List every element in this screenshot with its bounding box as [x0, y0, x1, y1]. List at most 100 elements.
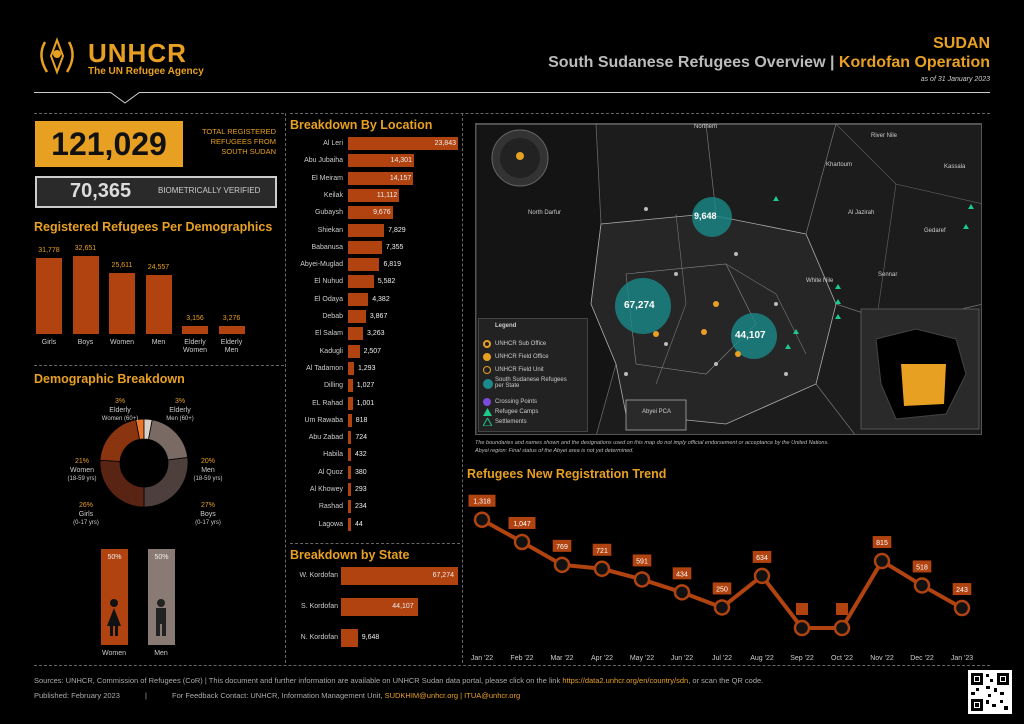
footer-sources: Sources: UNHCR, Commission of Refugees (… [34, 676, 764, 685]
map-bubble [615, 278, 671, 334]
logo-subtitle: The UN Refugee Agency [88, 66, 204, 77]
state-bar [341, 629, 358, 647]
location-value: 14,157 [389, 174, 412, 182]
trend-label-bg [672, 567, 692, 580]
verified-count: 70,365 [70, 180, 132, 202]
location-name: Al Leri [323, 140, 343, 147]
slice-pct: 20% [200, 458, 215, 465]
breakdown-title: Demographic Breakdown [34, 372, 185, 386]
location-bar [348, 431, 352, 445]
report-date: as of 31 January 2023 [920, 76, 990, 83]
divider [34, 365, 284, 366]
trend-point [753, 567, 771, 585]
location-name: Al Tadamon [306, 364, 343, 372]
trend-tick-label: Aug '22 [750, 655, 774, 662]
trend-value: 1,318 [473, 499, 491, 506]
map-label: Kassala [944, 164, 966, 170]
bubble-label: 9,648 [694, 211, 717, 221]
sub-office-icon [483, 340, 491, 348]
men-label: Men [154, 650, 168, 657]
trend-point [673, 584, 691, 601]
qr-code-icon[interactable] [968, 670, 1012, 714]
map-bubble [731, 313, 777, 359]
location-value: 4,382 [372, 295, 390, 303]
trend-label-bg [872, 536, 892, 549]
legend-item: UNHCR Sub Office [495, 341, 547, 347]
trend-label-bg [632, 554, 652, 567]
state-value: 9,648 [361, 634, 380, 641]
location-bar [348, 240, 382, 254]
trend-tick-label: Jan '23 [951, 655, 973, 662]
total-registered: 121,029 [35, 121, 183, 167]
location-name: El Odaya [314, 295, 343, 303]
location-bar [348, 258, 380, 272]
trend-tick-label: Jan '22 [471, 655, 493, 662]
divider [290, 543, 460, 544]
demographic-label: Men [151, 339, 166, 346]
location-bar [348, 361, 354, 375]
location-value: 44 [355, 520, 363, 528]
map-label: North Darfur [528, 210, 562, 216]
map-legend: Legend UNHCR Sub Office UNHCR Field Offi… [478, 318, 588, 432]
trend-label-bg [552, 539, 572, 552]
header-divider [34, 92, 990, 93]
breakdown-donut [99, 418, 189, 508]
location-value: 2,507 [363, 347, 382, 355]
trend-point [713, 599, 731, 616]
location-bar [348, 483, 351, 496]
divider [285, 113, 286, 663]
map-label: White Nile [806, 278, 834, 284]
legend-item: UNHCR Field Office [495, 354, 549, 360]
map-label: Gedaref [924, 228, 946, 234]
demographic-label: Men [224, 347, 239, 354]
slice-sub: Men (60+) [166, 416, 194, 422]
location-name: Abyei-Muglad [300, 261, 343, 269]
location-value: 1,293 [357, 364, 376, 372]
location-name: El Meiram [311, 174, 343, 182]
demographics-chart: 31,778 Girls 32,651 Boys 25,611 Women 24,557 Me… [34, 236, 284, 361]
bubble-label: 44,107 [735, 330, 766, 341]
trend-value: 634 [756, 555, 768, 562]
slice-pct: 27% [200, 502, 215, 509]
total-registered-label: TOTAL REGISTERED REFUGEES FROM SOUTH SUD… [201, 127, 276, 156]
location-name: EL Rahad [312, 399, 343, 407]
location-bar [348, 500, 351, 514]
trend-value: 1,047 [513, 521, 531, 528]
map-label: River Nile [871, 133, 898, 139]
trend-value: 769 [556, 544, 568, 551]
map-note: The boundaries and names shown and the d… [475, 440, 829, 446]
men-bar [148, 549, 175, 645]
demographic-value: 24,557 [147, 264, 170, 272]
footer-feedback: For Feedback Contact: UNHCR, Information… [172, 691, 521, 700]
data-portal-link[interactable]: https://data2.unhcr.org/en/country/sdn [562, 676, 689, 685]
trend-value: 250 [716, 586, 728, 593]
trend-point [593, 560, 611, 578]
demographic-value: 25,611 [111, 261, 133, 269]
slice-pct: 3% [174, 398, 186, 405]
trend-label-bg [952, 583, 972, 596]
demographic-value: 3,276 [222, 315, 241, 323]
location-value: 818 [355, 416, 368, 424]
trend-value: 721 [596, 548, 608, 555]
verified-label: BIOMETRICALLY VERIFIED [158, 186, 261, 195]
demographic-bar [182, 326, 208, 334]
trend-title: Refugees New Registration Trend [467, 467, 667, 481]
demographic-bar [145, 275, 172, 334]
trend-value: 518 [916, 564, 928, 571]
trend-tick-label: Jul '22 [712, 655, 732, 662]
legend-item: Settlements [495, 419, 527, 425]
trend-tick-label: Jun '22 [671, 655, 693, 662]
location-bar [348, 275, 374, 289]
donut-labels: 3% Elderly Women (60+) 3% Elderly Men (60+) 20… [34, 390, 284, 540]
location-name: Habila [323, 451, 343, 459]
legend-item: Refugee Camps [495, 409, 539, 415]
location-name: Al Khowey [309, 486, 343, 493]
demographic-label: Elderly [184, 339, 206, 346]
demographic-label: Women [183, 347, 207, 354]
slice-pct: 26% [78, 502, 93, 509]
trend-point [793, 619, 811, 637]
state-name: N. Kordofan [300, 634, 338, 641]
trend-label-bg [468, 494, 496, 507]
contact-emails[interactable]: SUDKHIM@unhcr.org | ITUA@unhcr.org [384, 691, 521, 700]
state-name: S. Kordofan [301, 603, 338, 610]
